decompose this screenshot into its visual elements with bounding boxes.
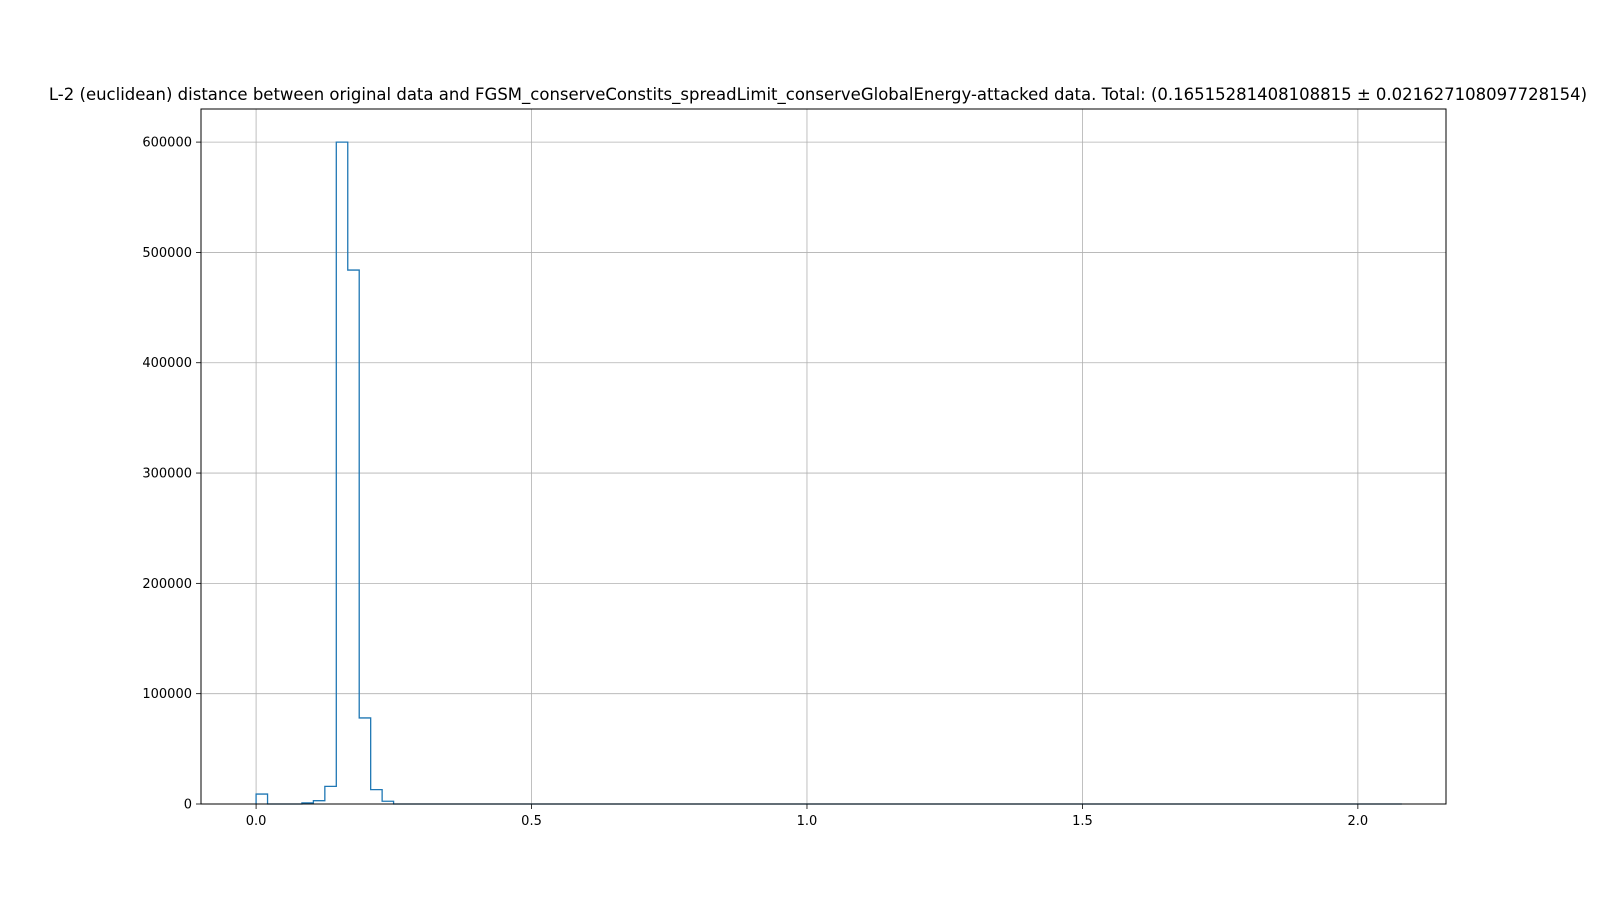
x-tick-label: 2.0 — [1348, 814, 1369, 829]
grid-lines — [201, 109, 1446, 805]
y-tick-label: 500000 — [142, 246, 192, 261]
y-axis: 0 100000 200000 300000 400000 500000 600000 — [142, 136, 201, 813]
x-axis: 0.0 0.5 1.0 1.5 2.0 — [246, 804, 1368, 829]
x-tick-label: 0.0 — [246, 814, 267, 829]
y-tick-label: 100000 — [142, 687, 192, 702]
plot-frame — [200, 108, 1447, 805]
y-tick-label: 0 — [184, 798, 192, 813]
y-tick-label: 200000 — [142, 577, 192, 592]
x-tick-label: 1.0 — [797, 814, 818, 829]
x-tick-label: 1.5 — [1072, 814, 1093, 829]
y-tick-label: 400000 — [142, 356, 192, 371]
y-tick-label: 300000 — [142, 467, 192, 482]
chart-title: L-2 (euclidean) distance between origina… — [49, 85, 1587, 105]
y-tick-label: 600000 — [142, 136, 192, 151]
x-tick-label: 0.5 — [521, 814, 542, 829]
plot-area — [201, 109, 1446, 804]
